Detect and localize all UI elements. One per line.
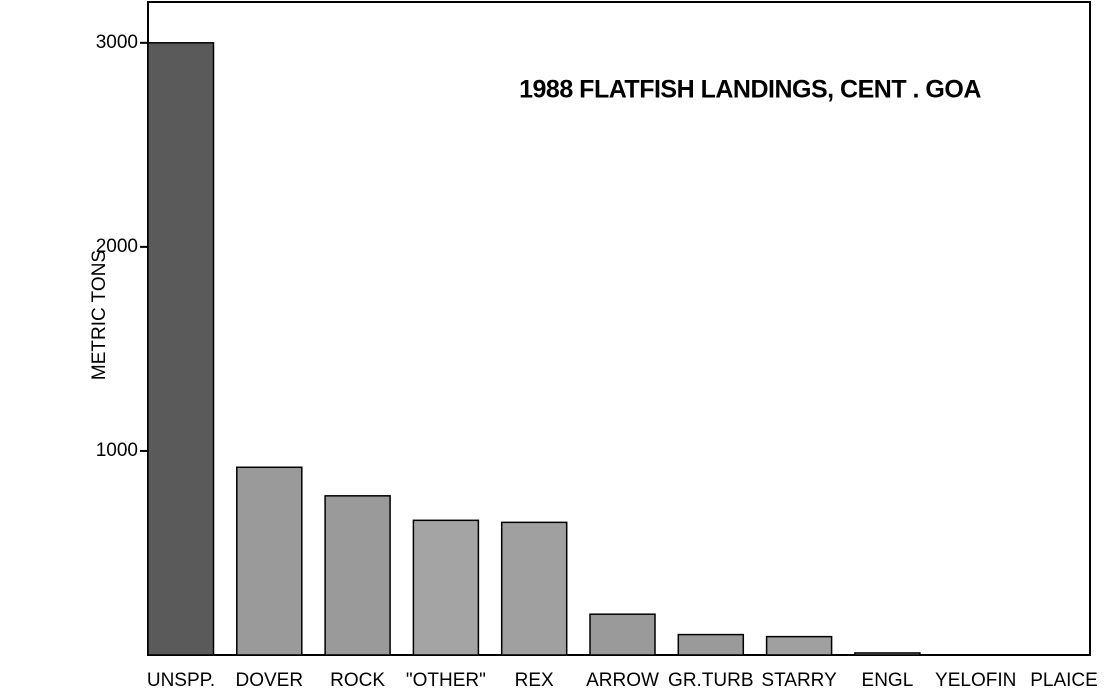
y-axis-label: METRIC TONS xyxy=(89,250,110,380)
bar xyxy=(765,635,833,656)
x-tick-label: ARROW xyxy=(586,670,659,691)
bar xyxy=(589,613,656,656)
y-tick-label: 3000 xyxy=(96,32,138,53)
bar xyxy=(854,652,921,656)
x-tick-label: YELOFIN xyxy=(935,670,1016,691)
bar xyxy=(412,519,480,656)
bar xyxy=(500,521,568,656)
x-tick-label: ROCK xyxy=(330,670,385,691)
chart-title: 1988 FLATFISH LANDINGS, CENT . GOA xyxy=(519,76,981,104)
x-tick-label: ENGL xyxy=(862,670,914,691)
bar xyxy=(236,466,303,656)
x-tick-label: STARRY xyxy=(761,670,837,691)
y-tick-label: 1000 xyxy=(96,440,138,461)
bar xyxy=(324,495,391,656)
x-tick-label: PLAICE xyxy=(1030,670,1098,691)
x-tick-label: UNSPP. xyxy=(147,670,215,691)
bar xyxy=(677,633,745,656)
x-tick-label: DOVER xyxy=(236,670,304,691)
x-tick-label: GR.TURB xyxy=(668,670,754,691)
y-tick-label: 2000 xyxy=(96,236,138,257)
x-tick-label: REX xyxy=(515,670,554,691)
bar xyxy=(147,42,215,656)
x-tick-label: "OTHER" xyxy=(406,670,486,691)
